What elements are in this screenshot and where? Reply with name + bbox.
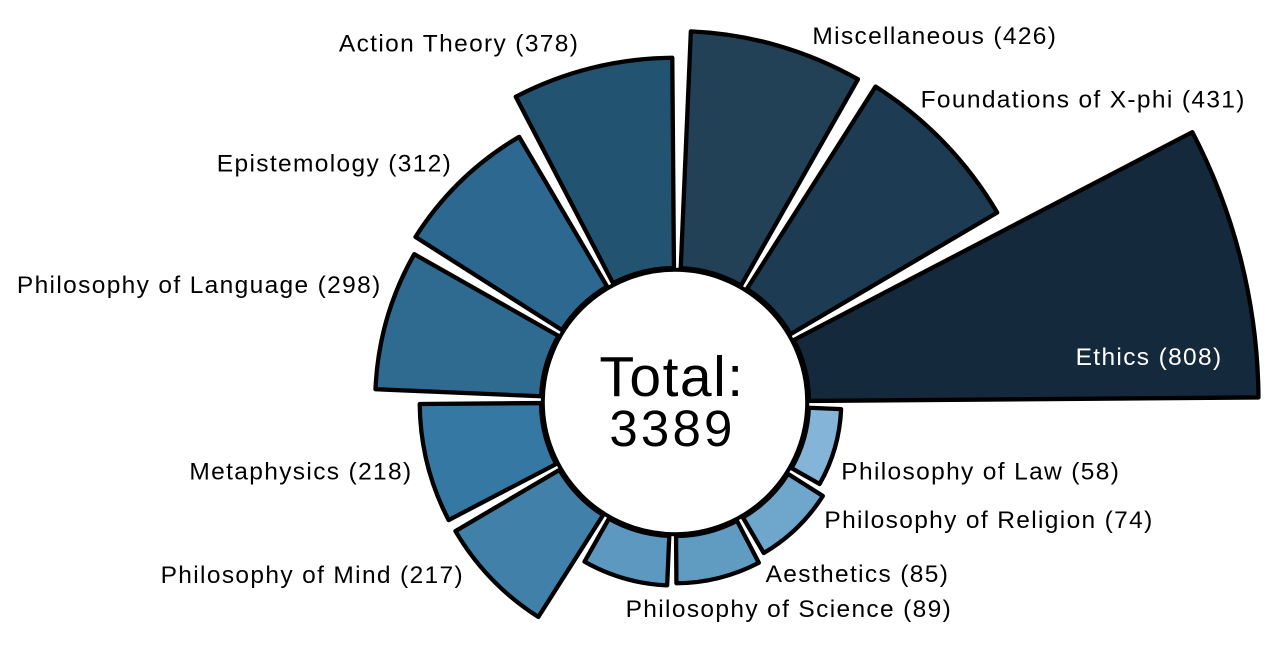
svg-text:Philosophy of Mind (217): Philosophy of Mind (217) xyxy=(161,562,464,589)
svg-text:Aesthetics (85): Aesthetics (85) xyxy=(766,561,950,588)
svg-text:Miscellaneous (426): Miscellaneous (426) xyxy=(812,23,1057,50)
svg-text:Ethics (808): Ethics (808) xyxy=(1076,344,1223,371)
svg-text:Metaphysics (218): Metaphysics (218) xyxy=(189,458,412,485)
svg-text:3389: 3389 xyxy=(609,400,735,457)
svg-text:Philosophy of Religion (74): Philosophy of Religion (74) xyxy=(824,507,1153,534)
svg-text:Philosophy of Science (89): Philosophy of Science (89) xyxy=(626,596,953,623)
svg-text:Total:: Total: xyxy=(599,345,744,409)
svg-text:Philosophy of Language (298): Philosophy of Language (298) xyxy=(17,272,382,299)
svg-text:Action Theory (378): Action Theory (378) xyxy=(339,30,579,57)
svg-text:Foundations of X-phi (431): Foundations of X-phi (431) xyxy=(921,86,1246,113)
svg-text:Philosophy of Law (58): Philosophy of Law (58) xyxy=(841,458,1120,485)
svg-text:Epistemology (312): Epistemology (312) xyxy=(217,150,452,177)
